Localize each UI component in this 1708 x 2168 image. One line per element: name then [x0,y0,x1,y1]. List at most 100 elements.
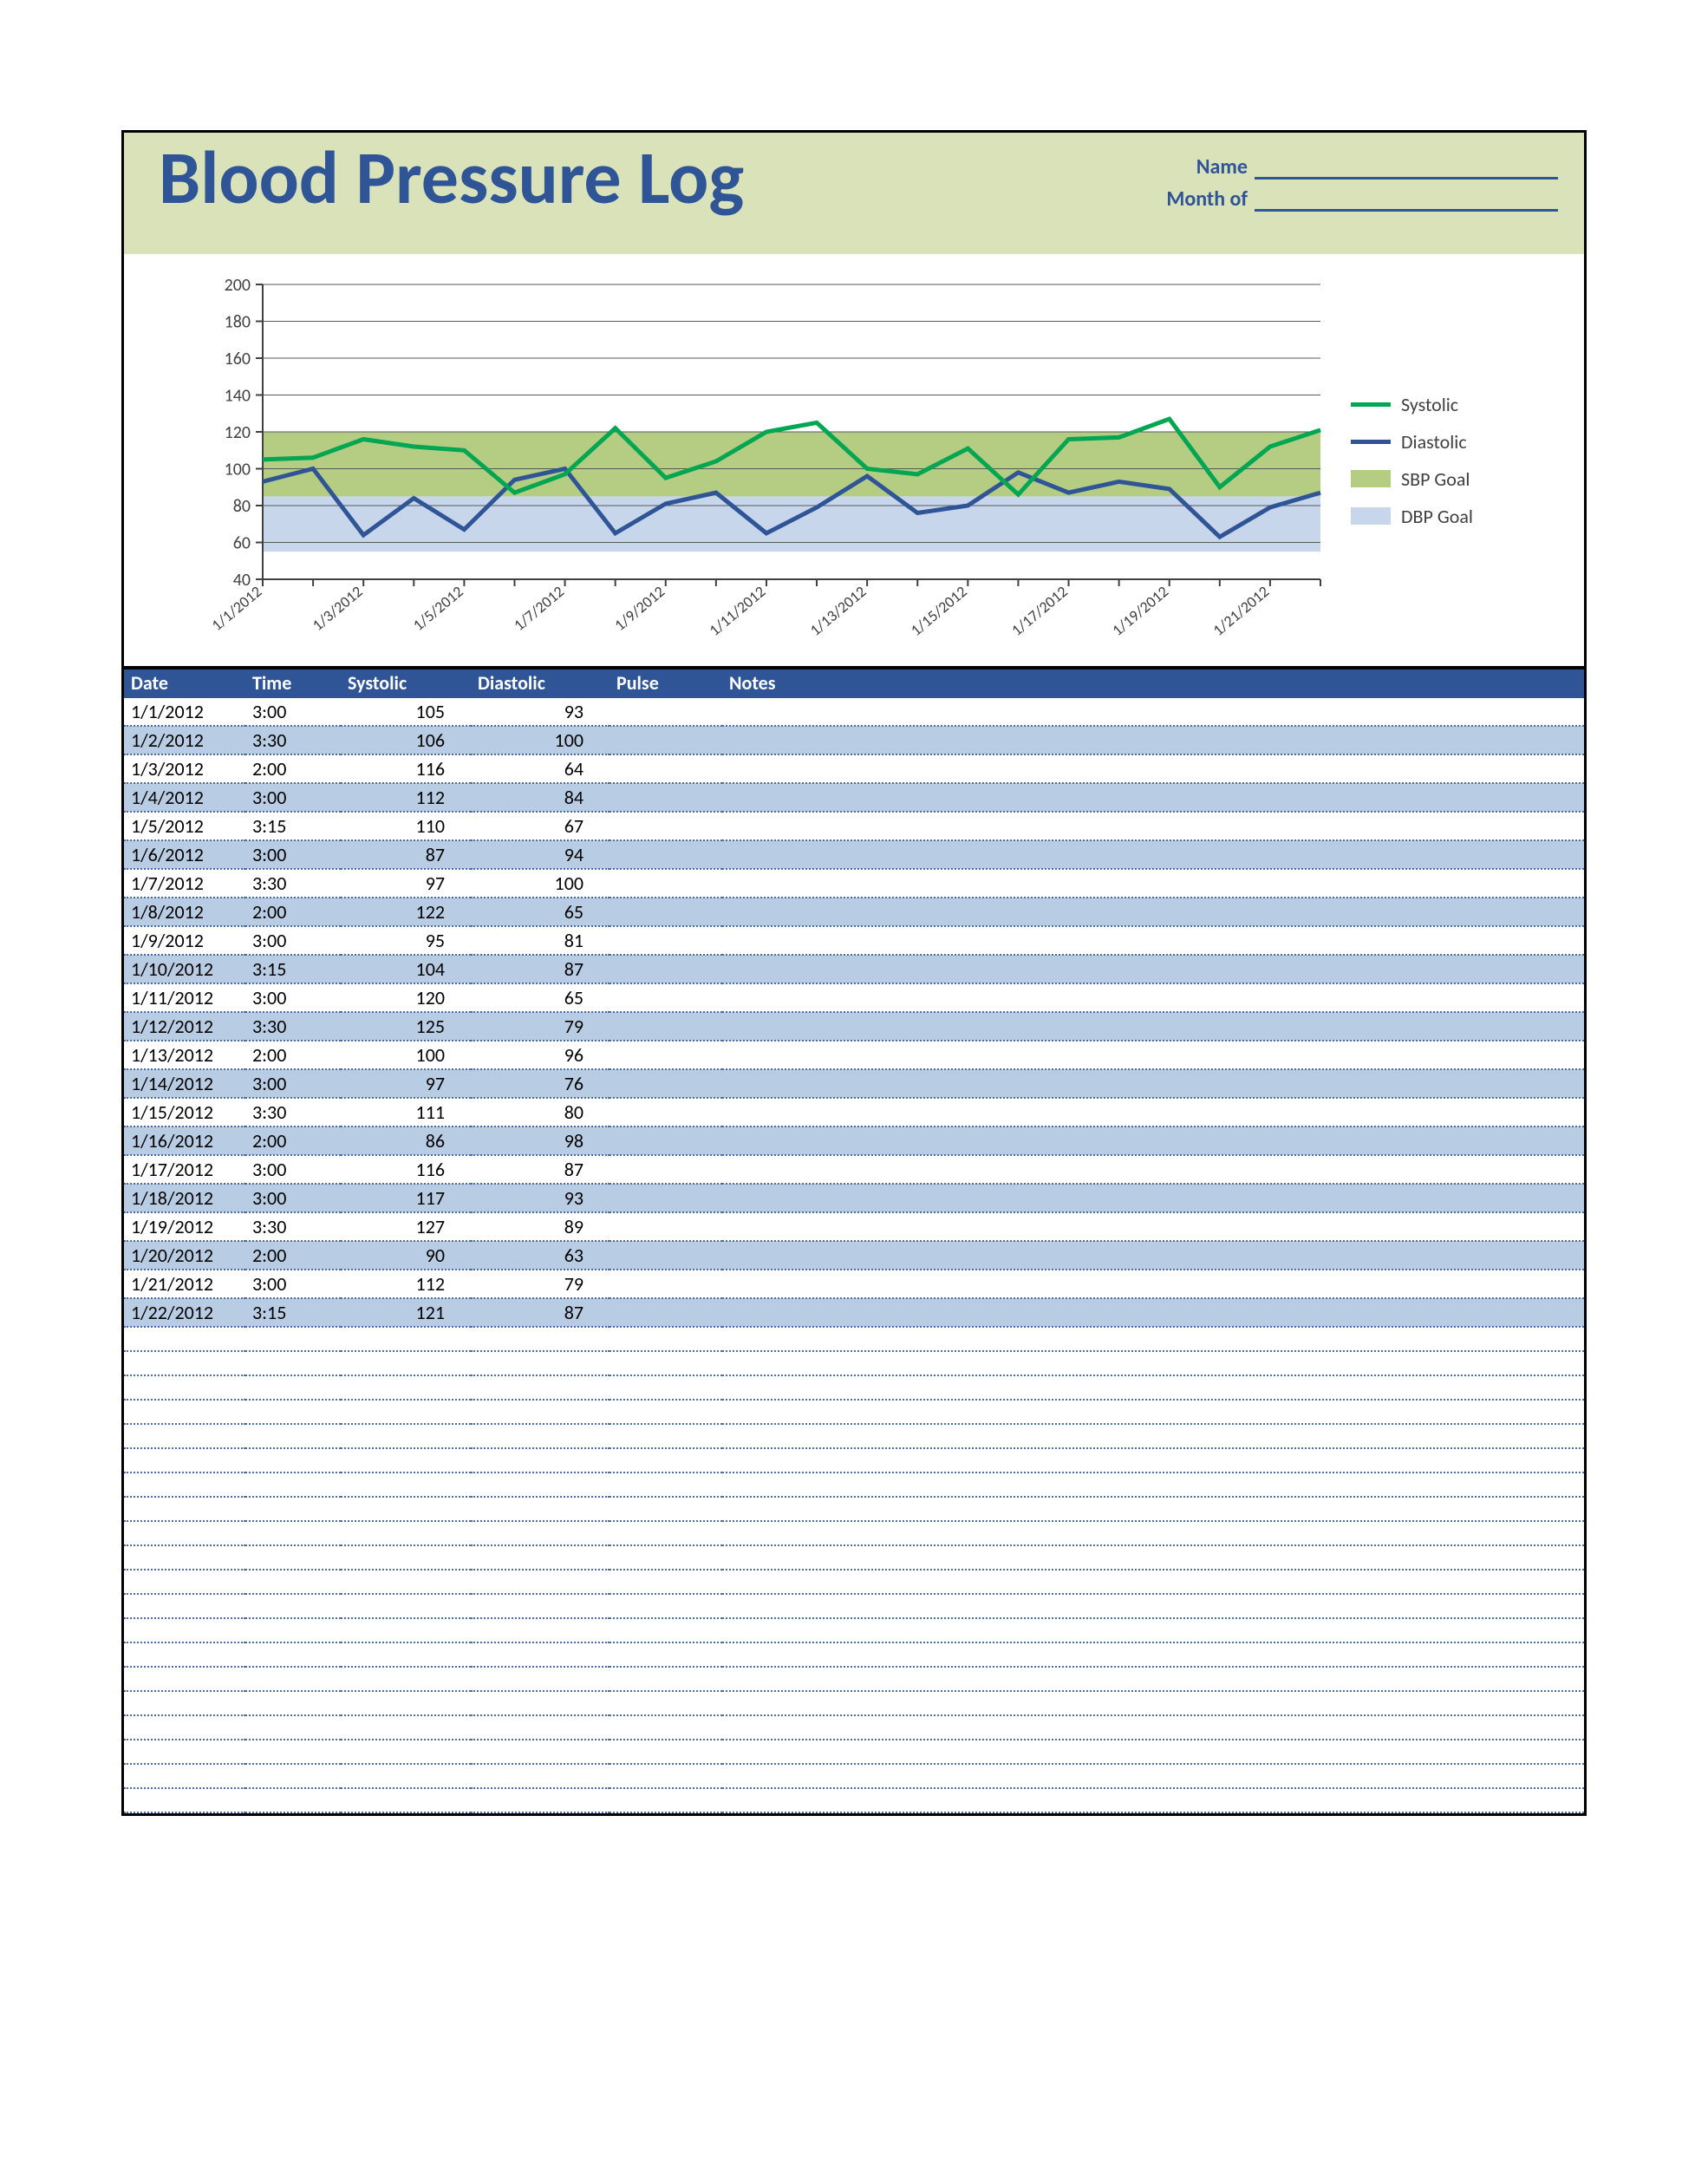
table-cell[interactable]: 2:00 [245,898,341,926]
table-cell[interactable]: 1/6/2012 [124,840,245,869]
table-cell[interactable] [610,840,722,869]
table-cell[interactable] [610,812,722,840]
table-cell[interactable]: 1/10/2012 [124,955,245,983]
table-cell[interactable]: 3:30 [245,1098,341,1126]
table-cell[interactable] [124,1448,245,1473]
table-cell[interactable] [722,1691,1584,1715]
table-cell[interactable] [722,1041,1584,1069]
table-cell[interactable] [610,1375,722,1400]
table-cell[interactable] [341,1691,471,1715]
table-cell[interactable] [124,1594,245,1618]
table-cell[interactable] [124,1400,245,1424]
table-cell[interactable] [722,869,1584,898]
table-cell[interactable]: 93 [471,1184,610,1212]
table-cell[interactable] [610,926,722,955]
table-cell[interactable] [722,898,1584,926]
table-cell[interactable]: 65 [471,898,610,926]
table-cell[interactable]: 100 [471,726,610,754]
table-cell[interactable] [722,1715,1584,1740]
table-cell[interactable] [722,1375,1584,1400]
table-cell[interactable] [610,1126,722,1155]
table-cell[interactable]: 100 [471,869,610,898]
table-cell[interactable]: 87 [341,840,471,869]
table-cell[interactable] [722,1298,1584,1327]
table-cell[interactable] [341,1618,471,1642]
table-cell[interactable] [610,955,722,983]
table-cell[interactable] [341,1545,471,1570]
table-cell[interactable] [722,1740,1584,1764]
table-cell[interactable] [124,1570,245,1594]
table-cell[interactable] [722,840,1584,869]
table-cell[interactable]: 1/18/2012 [124,1184,245,1212]
table-cell[interactable] [722,1184,1584,1212]
table-cell[interactable] [124,1424,245,1448]
table-cell[interactable] [610,1424,722,1448]
table-cell[interactable] [124,1545,245,1570]
table-cell[interactable] [245,1618,341,1642]
table-cell[interactable] [610,1098,722,1126]
table-cell[interactable] [610,1740,722,1764]
table-cell[interactable]: 87 [471,1155,610,1184]
table-cell[interactable] [610,898,722,926]
table-cell[interactable]: 1/14/2012 [124,1069,245,1098]
table-cell[interactable] [610,1241,722,1270]
table-cell[interactable] [245,1691,341,1715]
table-cell[interactable] [245,1642,341,1667]
table-cell[interactable] [610,1069,722,1098]
table-cell[interactable] [610,1155,722,1184]
table-cell[interactable] [471,1448,610,1473]
table-cell[interactable]: 97 [341,869,471,898]
table-cell[interactable] [610,726,722,754]
table-cell[interactable]: 104 [341,955,471,983]
table-cell[interactable] [610,1618,722,1642]
table-cell[interactable] [245,1424,341,1448]
table-cell[interactable]: 3:00 [245,926,341,955]
table-cell[interactable]: 63 [471,1241,610,1270]
table-cell[interactable]: 120 [341,983,471,1012]
table-cell[interactable]: 1/13/2012 [124,1041,245,1069]
table-cell[interactable]: 3:00 [245,1155,341,1184]
table-cell[interactable]: 86 [341,1126,471,1155]
table-cell[interactable]: 3:00 [245,783,341,812]
table-cell[interactable] [245,1448,341,1473]
table-cell[interactable]: 110 [341,812,471,840]
table-cell[interactable] [341,1400,471,1424]
table-cell[interactable]: 3:00 [245,840,341,869]
table-cell[interactable]: 1/12/2012 [124,1012,245,1041]
table-cell[interactable]: 3:30 [245,726,341,754]
table-cell[interactable] [124,1521,245,1545]
table-cell[interactable]: 84 [471,783,610,812]
table-cell[interactable]: 100 [341,1041,471,1069]
table-cell[interactable] [341,1424,471,1448]
table-cell[interactable] [610,1041,722,1069]
month-input-line[interactable] [1255,209,1558,212]
table-cell[interactable] [722,754,1584,783]
table-cell[interactable] [471,1400,610,1424]
table-cell[interactable] [341,1570,471,1594]
table-cell[interactable]: 94 [471,840,610,869]
table-cell[interactable] [610,1327,722,1351]
table-cell[interactable] [124,1691,245,1715]
table-cell[interactable] [471,1521,610,1545]
table-cell[interactable]: 1/8/2012 [124,898,245,926]
table-cell[interactable] [245,1351,341,1375]
table-cell[interactable] [722,1155,1584,1184]
table-cell[interactable] [610,1642,722,1667]
table-cell[interactable] [722,1642,1584,1667]
table-cell[interactable]: 1/16/2012 [124,1126,245,1155]
table-cell[interactable] [471,1351,610,1375]
table-cell[interactable]: 79 [471,1012,610,1041]
table-cell[interactable] [341,1327,471,1351]
table-cell[interactable] [245,1497,341,1521]
table-cell[interactable] [722,1788,1584,1812]
table-cell[interactable] [722,812,1584,840]
table-cell[interactable]: 96 [471,1041,610,1069]
table-cell[interactable] [722,983,1584,1012]
table-cell[interactable] [471,1497,610,1521]
table-cell[interactable] [722,698,1584,726]
table-cell[interactable] [341,1351,471,1375]
table-cell[interactable]: 64 [471,754,610,783]
table-cell[interactable]: 81 [471,926,610,955]
table-cell[interactable] [341,1740,471,1764]
table-cell[interactable] [245,1545,341,1570]
